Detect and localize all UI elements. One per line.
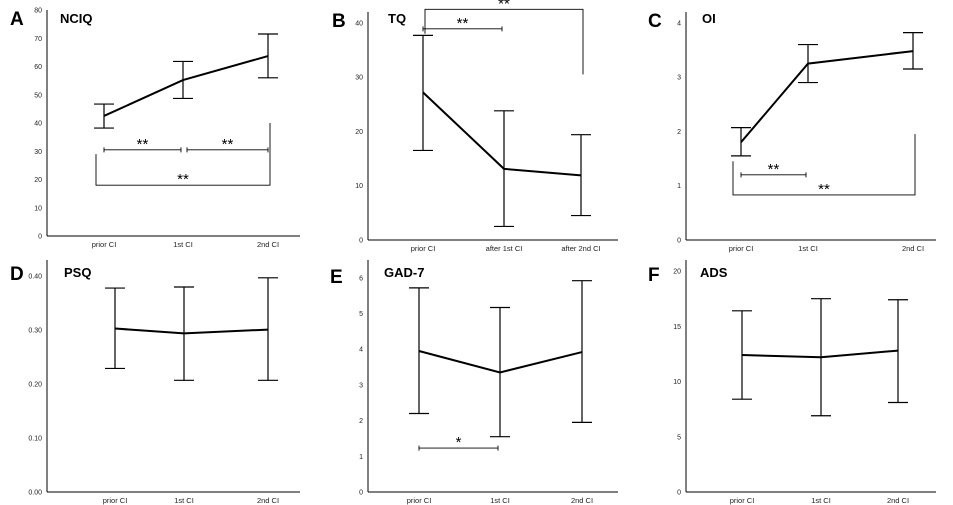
significance-label: ** [457, 15, 469, 32]
significance-label: ** [818, 181, 830, 198]
y-tick-label: 50 [34, 92, 42, 99]
x-tick-label: 1st CI [173, 240, 193, 249]
panel-b: B TQ 0 10 20 30 40 prior CI after 1st CI after 2n… [332, 0, 618, 253]
panel-letter: A [10, 9, 24, 30]
y-tick-label: 80 [34, 8, 42, 15]
y-tick-label: 4 [359, 347, 363, 354]
significance-bracket [95, 123, 271, 186]
y-tick-label: 0 [677, 238, 681, 245]
panel-a: A NCIQ 0 10 20 30 40 50 60 70 80 prior CI 1st CI 2nd … [10, 8, 300, 249]
x-tick-label: 2nd CI [887, 496, 909, 505]
x-tick-label: prior CI [103, 496, 128, 505]
y-tick-label: 2 [359, 418, 363, 425]
y-tick-label: 20 [34, 177, 42, 184]
significance-label: ** [498, 0, 510, 12]
x-tick-label: after 2nd CI [561, 244, 600, 253]
panel-title: TQ [388, 11, 406, 26]
series-line [740, 50, 914, 143]
series-line [418, 350, 583, 374]
y-tick-label: 3 [359, 382, 363, 389]
y-tick-label: 10 [355, 183, 363, 190]
significance-label: ** [177, 171, 189, 188]
y-tick-label: 30 [34, 149, 42, 156]
x-tick-label: 2nd CI [257, 240, 279, 249]
y-tick-label: 30 [355, 75, 363, 82]
x-tick-label: 1st CI [811, 496, 831, 505]
panel-d: D PSQ 0.00 0.10 0.20 0.30 0.40 prior CI 1st CI 2n… [10, 260, 300, 505]
y-tick-label: 0 [38, 234, 42, 241]
panel-e: E GAD-7 0 1 2 3 4 5 6 prior CI 1st CI 2nd CI * [330, 260, 618, 505]
x-tick-label: 2nd CI [571, 496, 593, 505]
y-tick-label: 5 [359, 311, 363, 318]
y-tick-label: 0 [677, 490, 681, 497]
y-tick-label: 3 [677, 75, 681, 82]
x-tick-label: 2nd CI [902, 244, 924, 253]
y-tick-label: 4 [677, 20, 681, 27]
y-tick-label: 15 [673, 324, 681, 331]
x-tick-label: 1st CI [798, 244, 818, 253]
panel-f: F ADS 0 5 10 15 20 prior CI 1st CI 2nd CI [648, 260, 936, 505]
x-tick-label: after 1st CI [486, 244, 523, 253]
significance-label: * [456, 434, 462, 451]
significance-label: ** [137, 136, 149, 153]
y-tick-label: 60 [34, 64, 42, 71]
x-tick-label: prior CI [92, 240, 117, 249]
x-tick-label: prior CI [729, 244, 754, 253]
x-tick-label: 2nd CI [257, 496, 279, 505]
y-tick-label: 6 [359, 275, 363, 282]
y-tick-label: 1 [359, 454, 363, 461]
y-tick-label: 40 [34, 121, 42, 128]
y-tick-label: 20 [673, 269, 681, 276]
series-line [741, 349, 899, 359]
panel-c: C OI 0 1 2 3 4 prior CI 1st CI 2nd CI ** ** [648, 11, 936, 253]
panel-title: ADS [700, 265, 728, 280]
x-tick-label: prior CI [730, 496, 755, 505]
y-tick-label: 0 [359, 238, 363, 245]
significance-bracket [424, 8, 584, 75]
x-tick-label: 1st CI [490, 496, 510, 505]
series-line [422, 91, 582, 177]
significance-bracket [732, 134, 916, 196]
y-tick-label: 0 [359, 490, 363, 497]
y-tick-label: 0.40 [28, 274, 42, 281]
panel-letter: D [10, 264, 24, 285]
x-tick-label: prior CI [407, 496, 432, 505]
y-tick-label: 1 [677, 183, 681, 190]
y-tick-label: 10 [673, 379, 681, 386]
y-tick-label: 10 [34, 205, 42, 212]
y-tick-label: 0.00 [28, 490, 42, 497]
significance-label: ** [222, 136, 234, 153]
y-tick-label: 0.10 [28, 436, 42, 443]
panel-letter: E [330, 267, 343, 288]
panel-letter: F [648, 265, 660, 286]
significance-label: ** [768, 161, 780, 178]
panel-letter: B [332, 11, 346, 32]
panel-letter: C [648, 11, 662, 32]
y-tick-label: 40 [355, 20, 363, 27]
panel-title: NCIQ [60, 11, 93, 26]
x-tick-label: prior CI [411, 244, 436, 253]
x-tick-label: 1st CI [174, 496, 194, 505]
panel-title: GAD-7 [384, 265, 424, 280]
panel-title: OI [702, 11, 716, 26]
series-line [114, 327, 269, 335]
panel-title: PSQ [64, 265, 91, 280]
y-tick-label: 20 [355, 129, 363, 136]
y-tick-label: 5 [677, 434, 681, 441]
y-tick-label: 0.30 [28, 328, 42, 335]
y-tick-label: 2 [677, 129, 681, 136]
series-line [103, 55, 269, 117]
y-tick-label: 70 [34, 36, 42, 43]
y-tick-label: 0.20 [28, 382, 42, 389]
